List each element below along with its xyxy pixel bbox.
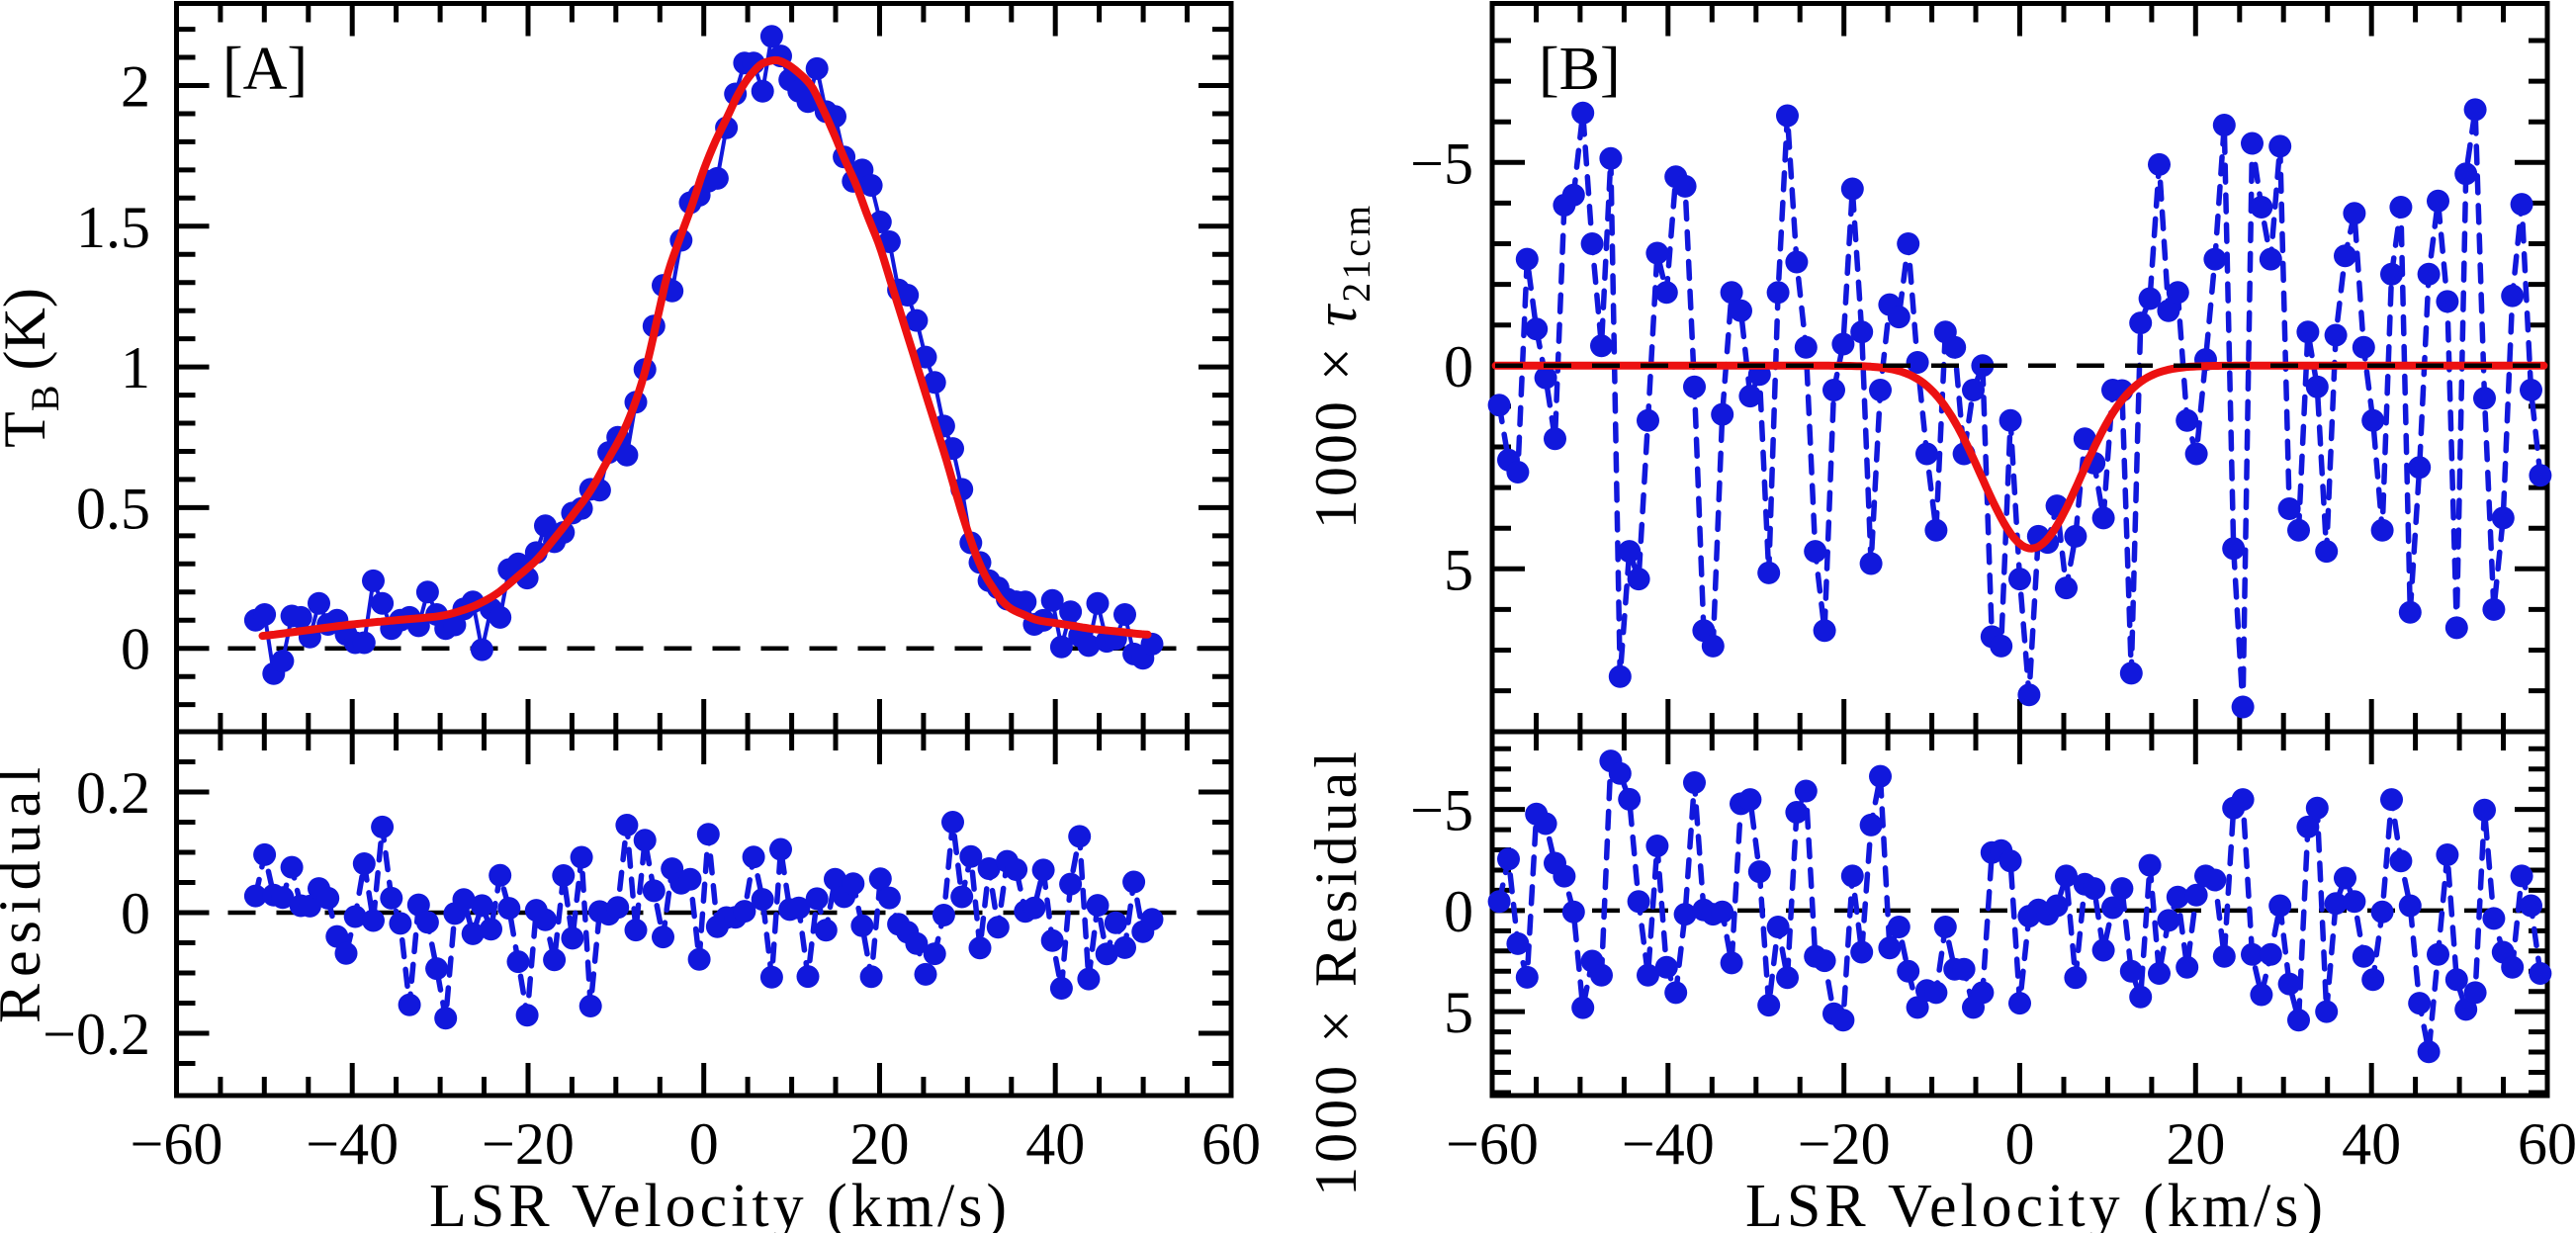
svg-text:60: 60 [1201, 1111, 1261, 1177]
svg-text:1000 × Residual: 1000 × Residual [1303, 748, 1369, 1196]
svg-text:LSR Velocity (km/s): LSR Velocity (km/s) [1745, 1173, 2327, 1233]
svg-text:0: 0 [121, 881, 150, 946]
svg-text:40: 40 [1025, 1111, 1085, 1177]
svg-text:TB (K): TB (K) [0, 288, 67, 448]
svg-text:20: 20 [849, 1111, 909, 1177]
svg-text:[A]: [A] [222, 36, 308, 103]
svg-text:−20: −20 [482, 1111, 575, 1177]
svg-text:0: 0 [1444, 334, 1473, 399]
svg-text:−60: −60 [131, 1111, 223, 1177]
svg-text:0: 0 [121, 617, 150, 682]
svg-text:60: 60 [2518, 1111, 2576, 1177]
svg-text:Residual: Residual [0, 760, 52, 1023]
svg-text:0: 0 [2005, 1111, 2035, 1177]
svg-text:−0.2: −0.2 [43, 1002, 150, 1067]
svg-text:[B]: [B] [1539, 36, 1621, 103]
svg-text:LSR Velocity (km/s): LSR Velocity (km/s) [429, 1173, 1011, 1233]
svg-text:20: 20 [2166, 1111, 2225, 1177]
svg-text:−40: −40 [306, 1111, 399, 1177]
svg-text:−5: −5 [1410, 131, 1473, 196]
svg-text:2: 2 [121, 54, 150, 120]
svg-text:−40: −40 [1622, 1111, 1715, 1177]
svg-text:0.2: 0.2 [76, 760, 150, 826]
svg-text:−60: −60 [1446, 1111, 1539, 1177]
svg-text:5: 5 [1444, 980, 1473, 1045]
svg-text:5: 5 [1444, 537, 1473, 602]
svg-text:1.5: 1.5 [76, 195, 150, 260]
svg-text:−20: −20 [1798, 1111, 1891, 1177]
svg-text:−5: −5 [1410, 778, 1473, 843]
svg-text:0.5: 0.5 [76, 476, 150, 541]
svg-text:1: 1 [121, 335, 150, 400]
svg-text:0: 0 [1444, 879, 1473, 944]
svg-text:0: 0 [689, 1111, 719, 1177]
svg-text:40: 40 [2342, 1111, 2401, 1177]
